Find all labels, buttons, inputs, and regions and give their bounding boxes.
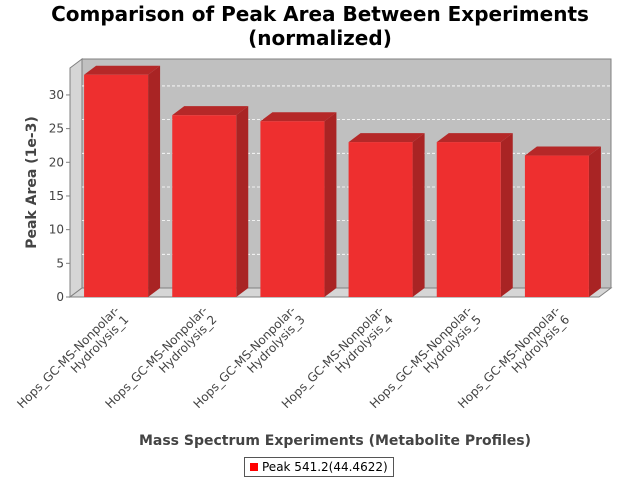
bar-top — [84, 65, 161, 75]
bar-front — [172, 115, 237, 297]
bar-top — [436, 133, 513, 143]
legend: Peak 541.2(44.4622) — [244, 457, 394, 477]
legend-swatch — [250, 463, 258, 471]
y-tick-label: 0 — [56, 290, 64, 304]
bar-top — [348, 133, 425, 143]
y-tick-label: 5 — [56, 256, 64, 270]
plot-side-wall — [69, 58, 83, 298]
bar-top — [524, 146, 601, 156]
bar-side — [148, 65, 161, 297]
y-tick-label: 20 — [49, 155, 64, 169]
x-tick-label-line: Hops_GC-MS-Nonpolar- — [14, 303, 122, 411]
y-tick-label: 15 — [49, 189, 64, 203]
bar — [84, 65, 161, 297]
chart-title-main: Comparison of Peak Area Between Experime… — [51, 2, 589, 26]
bar-front — [436, 142, 501, 297]
bar — [172, 106, 249, 297]
bar-side — [412, 133, 425, 297]
chart-title: Comparison of Peak Area Between Experime… — [0, 2, 640, 50]
y-tick-label: 30 — [49, 88, 64, 102]
bar — [524, 146, 601, 297]
chart-subtitle: (normalized) — [248, 26, 392, 50]
bar — [348, 133, 425, 297]
bar-side — [500, 133, 513, 297]
y-tick-label: 25 — [49, 122, 64, 136]
bar-front — [84, 74, 149, 297]
y-axis-label: Peak Area (1e-3) — [24, 116, 40, 249]
bar-top — [260, 112, 337, 122]
bar-front — [524, 155, 589, 297]
bar-front — [348, 142, 413, 297]
bar — [436, 133, 513, 297]
y-tick-label: 10 — [49, 223, 64, 237]
bar-top — [172, 106, 249, 116]
bar-side — [324, 112, 337, 297]
bar — [260, 112, 337, 297]
legend-label: Peak 541.2(44.4622) — [262, 460, 388, 474]
bar-side — [588, 146, 601, 297]
bar-side — [236, 106, 249, 297]
bar-front — [260, 121, 325, 297]
x-axis-label: Mass Spectrum Experiments (Metabolite Pr… — [139, 433, 531, 449]
